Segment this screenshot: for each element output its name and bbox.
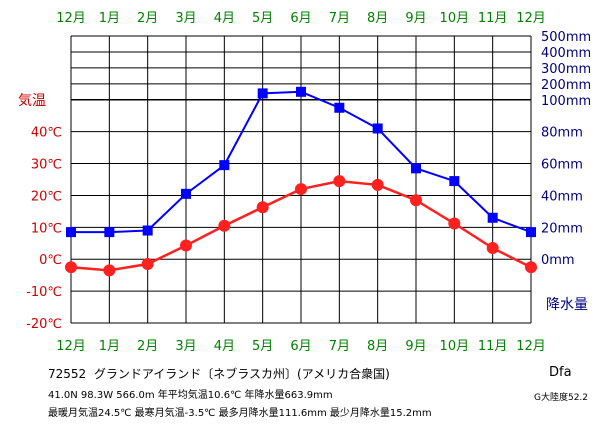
precipitation-point (66, 227, 76, 238)
month-label-bottom: 11月 (478, 339, 508, 354)
month-label-top: 5月 (252, 11, 273, 26)
climate-class: Dfa (549, 365, 572, 380)
temperature-point (333, 175, 346, 188)
temperature-tick-labels: 40℃ 30℃ 20℃ 10℃ 0℃ -10℃ -20℃ (26, 126, 62, 332)
precipitation-point (104, 227, 115, 238)
month-label-top: 10月 (440, 11, 470, 26)
precipitation-axis-label: 降水量 (546, 297, 588, 313)
precipitation-tick: 80mm (541, 126, 583, 141)
month-label-top: 4月 (214, 11, 235, 26)
temperature-point (295, 183, 307, 196)
station-code: 72552 (48, 367, 87, 381)
month-label-top: 12月 (516, 11, 546, 26)
month-label-bottom: 1月 (99, 339, 120, 354)
precipitation-point (219, 160, 230, 171)
temperature-point (486, 242, 499, 255)
station-title: 72552 グランドアイランド〔ネブラスカ州〕(アメリカ合衆国) (48, 365, 390, 382)
temperature-point (448, 217, 461, 230)
month-label-bottom: 10月 (440, 339, 470, 354)
temperature-point (103, 264, 116, 277)
month-label-bottom: 9月 (405, 339, 426, 354)
temperature-axis-label: 気温 (18, 93, 46, 109)
month-label-bottom: 5月 (252, 339, 273, 354)
precipitation-point (411, 163, 421, 174)
top-month-labels: 12月 1月 2月 3月 4月 5月 6月 7月 8月 9月 10月 11月 12月 (56, 11, 546, 26)
precipitation-tick: 20mm (541, 221, 583, 236)
precipitation-point (372, 123, 383, 134)
precipitation-point (257, 88, 268, 99)
month-label-top: 6月 (290, 11, 311, 26)
month-label-bottom: 3月 (175, 339, 196, 354)
month-label-top: 12月 (56, 11, 86, 26)
month-label-top: 7月 (329, 11, 350, 26)
chart-grid (70, 35, 532, 324)
temperature-tick: 40℃ (31, 126, 62, 141)
station-stats-line1: 41.0N 98.3W 566.0m 年平均気温10.6℃ 年降水量663.9m… (48, 390, 333, 401)
continentality-index: G大陸度52.2 (534, 393, 589, 403)
precipitation-tick-labels: 0mm 20mm 40mm 60mm 80mm 100mm200mm300mm400mm5… (541, 30, 591, 268)
precipitation-series (66, 86, 536, 238)
month-label-bottom: 7月 (329, 339, 350, 354)
temperature-point (65, 261, 77, 274)
temperature-point (141, 258, 154, 271)
precipitation-tick: 100mm (541, 94, 591, 109)
temperature-tick: 0℃ (39, 253, 62, 268)
bottom-month-labels: 12月 1月 2月 3月 4月 5月 6月 7月 8月 9月 10月 11月 12月 (56, 339, 546, 354)
month-label-top: 11月 (478, 11, 508, 26)
month-label-bottom: 4月 (214, 339, 235, 354)
month-label-top: 3月 (175, 11, 196, 26)
temperature-point (180, 239, 192, 252)
temperature-point (256, 201, 269, 214)
temperature-point (371, 178, 384, 191)
month-label-bottom: 12月 (516, 339, 546, 354)
month-label-bottom: 6月 (290, 339, 311, 354)
month-label-top: 2月 (137, 11, 158, 26)
month-label-bottom: 12月 (56, 339, 86, 354)
precipitation-tick: 60mm (541, 158, 583, 173)
precipitation-point (296, 86, 306, 97)
precipitation-tick: 0mm (541, 253, 575, 268)
temperature-series (65, 175, 537, 277)
month-label-top: 9月 (405, 11, 426, 26)
precipitation-point (449, 176, 460, 187)
precipitation-point (487, 212, 498, 223)
precipitation-tick: 500mm (541, 30, 591, 45)
month-label-bottom: 8月 (367, 339, 388, 354)
precipitation-tick: 300mm (541, 62, 591, 77)
temperature-point (525, 261, 537, 274)
temperature-tick: -20℃ (26, 317, 62, 332)
precipitation-point (181, 188, 191, 199)
precipitation-tick: 40mm (541, 189, 583, 204)
station-stats-line2: 最暖月気温24.5℃ 最寒月気温-3.5℃ 最多月降水量111.6mm 最少月降… (48, 408, 432, 419)
temperature-point (218, 219, 231, 232)
month-label-top: 8月 (367, 11, 388, 26)
precipitation-point (142, 225, 153, 236)
precipitation-tick: 200mm (541, 78, 591, 93)
temperature-tick: 10℃ (31, 221, 62, 236)
station-name: グランドアイランド〔ネブラスカ州〕(アメリカ合衆国) (93, 367, 390, 381)
temperature-tick: 20℃ (31, 189, 62, 204)
precipitation-point (334, 102, 345, 113)
temperature-tick: -10℃ (26, 285, 62, 300)
precipitation-point (526, 227, 536, 238)
temperature-tick: 30℃ (31, 158, 62, 173)
precipitation-tick: 400mm (541, 46, 591, 61)
temperature-point (410, 194, 422, 207)
month-label-bottom: 2月 (137, 339, 158, 354)
month-label-top: 1月 (99, 11, 120, 26)
